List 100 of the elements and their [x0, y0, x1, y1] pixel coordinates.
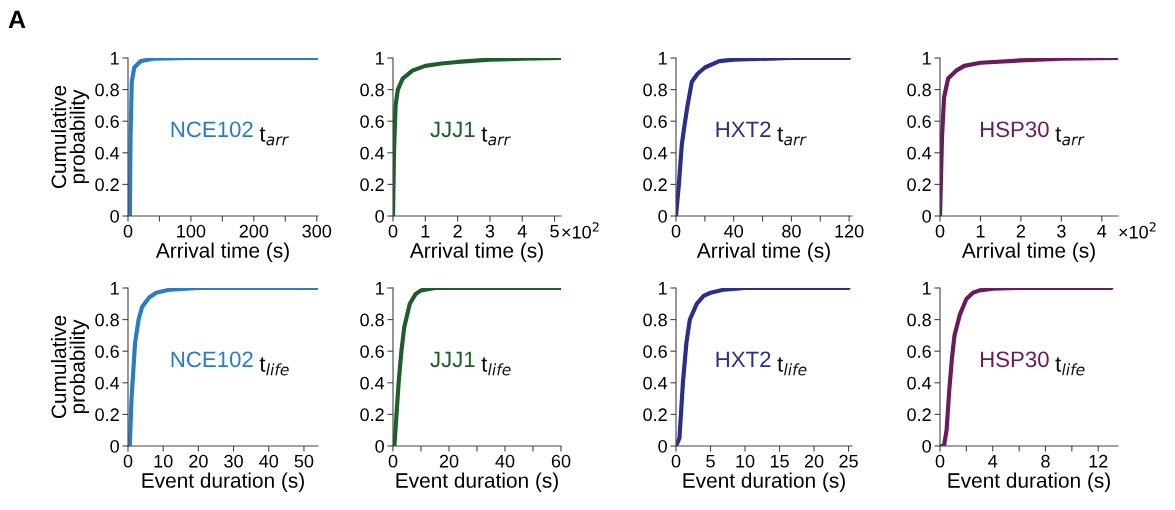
- x-tick-label: 5: [550, 225, 559, 238]
- annotation: t$_{life}$: [481, 357, 511, 376]
- y-tick-label: 1: [376, 282, 384, 295]
- y-tick-label: 0.6: [360, 345, 384, 358]
- annotation: t$_{life}$: [259, 357, 289, 376]
- x-axis-title: Arrival time (s): [696, 242, 830, 262]
- x-tick-label: 4: [988, 455, 998, 468]
- x-axis-title: Arrival time (s): [409, 242, 543, 262]
- x-axis-title: Event duration (s): [396, 472, 558, 492]
- y-tick-label: 0.8: [95, 313, 119, 327]
- x-axis-title: Event duration (s): [142, 472, 304, 492]
- x-tick-label: 0: [935, 454, 945, 468]
- y-tick-label: 0.4: [643, 376, 668, 390]
- y-tick-label: 0: [658, 209, 667, 223]
- y-tick-label: 0.8: [360, 83, 384, 97]
- series-label: JJJ1: [430, 351, 475, 368]
- x-tick-label: 0: [123, 224, 133, 238]
- series-label: NCE102: [171, 121, 253, 138]
- y-tick-label: 0.2: [360, 178, 384, 192]
- x-tick-label: 1: [976, 225, 985, 238]
- x-tick-label: 3: [1057, 224, 1066, 238]
- x-tick-label: 0: [123, 454, 133, 468]
- x-tick-label: 50: [294, 454, 314, 468]
- annotation: t$_{arr}$: [259, 127, 289, 146]
- y-tick-label: 0.6: [907, 115, 931, 128]
- x-tick-label: 1: [421, 225, 430, 238]
- annotation: t$_{life}$: [777, 357, 807, 376]
- y-axis-title: Cumulative probability: [50, 315, 90, 419]
- x-tick-label: 25: [839, 454, 858, 468]
- series-label: NCE102: [171, 351, 253, 368]
- text: ×10$^{2}$: [562, 222, 599, 239]
- annotation: t$_{arr}$: [777, 127, 807, 146]
- y-tick-label: 0: [110, 439, 119, 453]
- y-tick-label: 0.6: [643, 345, 667, 358]
- x-tick-label: 80: [782, 224, 801, 238]
- x-tick-label: 10: [736, 454, 755, 468]
- y-tick-label: 0.6: [95, 115, 119, 128]
- x-tick-label: 0: [671, 454, 681, 468]
- series-label: HXT2: [716, 351, 771, 367]
- x-tick-label: 300: [302, 224, 332, 238]
- x-tick-label: 12: [1089, 454, 1108, 468]
- y-tick-label: 0: [922, 439, 931, 453]
- x-tick-label: 15: [770, 455, 789, 468]
- x-tick-label: 20: [804, 454, 824, 468]
- y-tick-label: 0.8: [643, 83, 667, 97]
- y-tick-label: 0.4: [907, 376, 932, 390]
- series-label: HSP30: [980, 351, 1049, 368]
- x-tick-label: 0: [935, 224, 945, 238]
- y-tick-label: 0.2: [643, 408, 667, 422]
- y-tick-label: 1: [376, 52, 384, 65]
- x-tick-label: 200: [239, 224, 269, 238]
- x-tick-label: 0: [388, 454, 398, 468]
- y-tick-label: 0.4: [360, 146, 385, 160]
- y-tick-label: 1: [111, 52, 119, 65]
- x-axis-title: Event duration (s): [948, 472, 1110, 492]
- x-tick-label: 30: [224, 454, 243, 468]
- y-tick-label: 1: [923, 282, 931, 295]
- y-tick-label: 0.4: [907, 146, 932, 160]
- y-tick-label: 1: [923, 52, 931, 65]
- y-tick-label: 1: [659, 52, 667, 65]
- y-tick-label: 0.6: [360, 115, 384, 128]
- y-tick-label: 0: [922, 209, 931, 223]
- annotation: t$_{arr}$: [481, 127, 511, 146]
- y-tick-label: 0: [110, 209, 119, 223]
- y-tick-label: 0.4: [95, 376, 120, 390]
- y-tick-label: 0.4: [643, 146, 668, 160]
- y-tick-label: 0.8: [95, 83, 119, 97]
- x-tick-label: 20: [439, 454, 459, 468]
- x-tick-label: 100: [177, 224, 206, 238]
- y-axis-title: Cumulative probability: [50, 85, 90, 189]
- annotation: t$_{arr}$: [1055, 127, 1085, 146]
- x-tick-label: 2: [1016, 224, 1026, 238]
- y-tick-label: 0.2: [907, 408, 931, 422]
- x-tick-label: 4: [1097, 225, 1107, 238]
- x-tick-label: 2: [453, 224, 462, 238]
- x-tick-label: 8: [1041, 454, 1050, 468]
- annotation: t$_{life}$: [1055, 357, 1085, 376]
- y-tick-label: 0.8: [643, 313, 667, 327]
- x-axis-title: Arrival time (s): [961, 242, 1095, 262]
- y-tick-label: 1: [659, 282, 667, 295]
- x-axis-title: Arrival time (s): [155, 242, 289, 262]
- y-tick-label: 0.6: [907, 345, 931, 358]
- text: A: [8, 10, 26, 28]
- y-tick-label: 0.6: [643, 115, 667, 128]
- y-tick-label: 0: [375, 209, 384, 223]
- y-tick-label: 0.4: [360, 376, 385, 390]
- x-tick-label: 40: [259, 454, 279, 468]
- y-tick-label: 0.2: [360, 408, 384, 422]
- x-tick-label: 40: [724, 224, 744, 238]
- y-tick-label: 0.8: [360, 313, 384, 327]
- y-tick-label: 0.8: [907, 313, 931, 327]
- y-tick-label: 0.6: [95, 345, 119, 358]
- x-tick-label: 0: [388, 224, 398, 238]
- y-tick-label: 0.4: [95, 146, 120, 160]
- x-tick-label: 4: [517, 225, 527, 238]
- y-tick-label: 0: [658, 439, 667, 453]
- series-label: HXT2: [716, 121, 771, 137]
- y-tick-label: 0.2: [95, 408, 119, 422]
- y-tick-label: 0.8: [907, 83, 931, 97]
- x-tick-label: 40: [495, 454, 515, 468]
